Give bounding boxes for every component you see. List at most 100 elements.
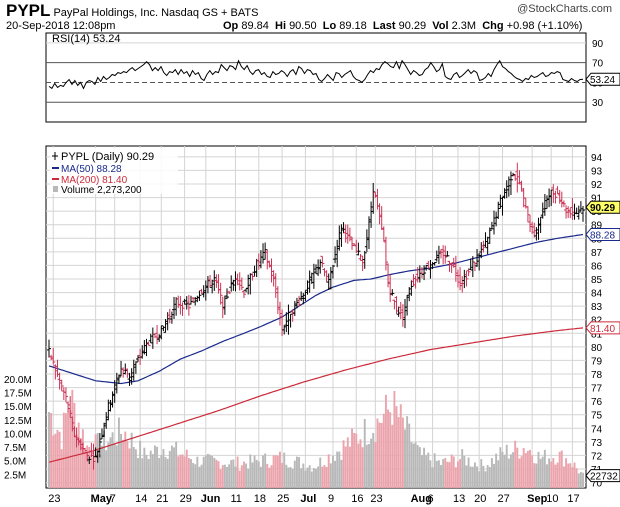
volume-bar [98, 454, 101, 488]
price-tick-label: 74 [591, 424, 603, 435]
ohlc-bar [481, 240, 486, 253]
volume-bar [465, 465, 468, 488]
rsi-tick-label: 30 [592, 98, 604, 109]
volume-bar [469, 466, 472, 488]
volume-bar [168, 450, 171, 488]
price-tick-label: 80 [591, 343, 603, 354]
x-tick-label: 13 [453, 493, 465, 505]
ohlc-bar [350, 236, 355, 250]
company-name: PayPal Holdings, Inc. [53, 7, 159, 19]
volume-bar [406, 416, 409, 488]
volume-tag [585, 469, 620, 483]
volume-bar [370, 438, 373, 488]
volume-bar [404, 429, 406, 488]
volume-bar [285, 464, 288, 488]
volume-bar [435, 460, 438, 488]
volume-bar [279, 451, 281, 488]
volume-bar [289, 467, 292, 488]
ma50-tag-value: 88.28 [590, 230, 615, 241]
volume-tick-label: 7.5M [4, 443, 26, 454]
volume-bar [160, 455, 163, 488]
volume-bar [134, 449, 137, 488]
x-tick-label: Aug [411, 493, 432, 505]
volume-bar [120, 433, 123, 488]
volume-bar [562, 466, 565, 488]
volume-bar [395, 406, 398, 488]
x-tick-label: Jun [201, 493, 221, 505]
ohlc-bar [70, 416, 75, 432]
volume-bar [351, 428, 353, 488]
ohlc-bar [330, 264, 335, 279]
volume-bar [236, 456, 239, 488]
volume-bar [582, 472, 584, 488]
change-value: +0.98 (+1.10%) [506, 20, 583, 32]
volume-bar [242, 461, 245, 488]
volume-bar [291, 468, 294, 488]
ohlc-bar [186, 294, 191, 316]
volume-bar [476, 466, 479, 488]
volume-bar [158, 457, 161, 488]
volume-bar [52, 435, 55, 488]
volume-bar [240, 465, 243, 488]
volume-bar [219, 469, 222, 488]
volume-bar [389, 412, 392, 488]
ticker-symbol: PYPL [6, 1, 51, 20]
volume-bar [317, 466, 320, 488]
x-tick-label: 21 [156, 493, 168, 505]
volume-bar [482, 465, 485, 488]
volume-bar [88, 446, 91, 488]
rsi-tick-label: 90 [592, 39, 604, 50]
volume-bar [368, 444, 370, 488]
volume-bar [546, 464, 548, 488]
volume-bar [151, 454, 154, 488]
volume-bar [431, 467, 434, 488]
x-tick-label: 6 [428, 493, 434, 505]
volume-bar [101, 445, 103, 488]
price-tick-label: 70 [591, 479, 603, 490]
volume-bar [522, 447, 525, 488]
volume-bar [471, 466, 474, 488]
ohlc-bar [576, 205, 581, 220]
volume-bar [512, 452, 515, 488]
volume-bar [427, 452, 430, 488]
ohlc-bar [320, 255, 325, 268]
x-tick-label: May [91, 493, 113, 505]
last-label: Last [372, 20, 396, 32]
volume-bar [130, 432, 133, 488]
volume-bar [478, 471, 481, 488]
ohlc-bar [59, 379, 64, 392]
volume-bar [450, 454, 453, 488]
volume-bar [567, 463, 570, 488]
volume-bar [355, 433, 358, 488]
volume-bar [446, 461, 449, 488]
high-label: Hi [275, 20, 286, 32]
volume-bar [505, 444, 508, 488]
volume-bar [579, 471, 582, 488]
ohlc-bar [241, 289, 246, 299]
ohlc-bar [422, 265, 427, 281]
volume-bar [359, 439, 362, 488]
volume-bar [170, 445, 173, 488]
volume-bar [245, 463, 248, 488]
volume-bar [507, 458, 510, 488]
stockcharts-watermark: @StockCharts.com [517, 3, 612, 15]
volume-bar [571, 467, 574, 488]
volume-bar [319, 457, 322, 488]
volume-bar [109, 437, 112, 488]
volume-bar [486, 465, 489, 488]
volume-bar [509, 454, 512, 488]
volume-bar [295, 456, 298, 488]
volume-bar [484, 471, 487, 488]
legend-volume: Volume 2,273,200 [61, 185, 142, 196]
volume-bar [391, 424, 394, 488]
volume-bar [448, 462, 451, 488]
volume-bar [209, 454, 212, 488]
x-tick-label: 25 [277, 493, 289, 505]
volume-bar [179, 454, 182, 488]
price-tick-label: 86 [591, 261, 603, 272]
rsi-last-tag [585, 72, 620, 86]
volume-bar [488, 466, 491, 488]
volume-bar [535, 463, 538, 488]
volume-bar [84, 450, 86, 488]
low-value: 89.18 [339, 20, 367, 32]
